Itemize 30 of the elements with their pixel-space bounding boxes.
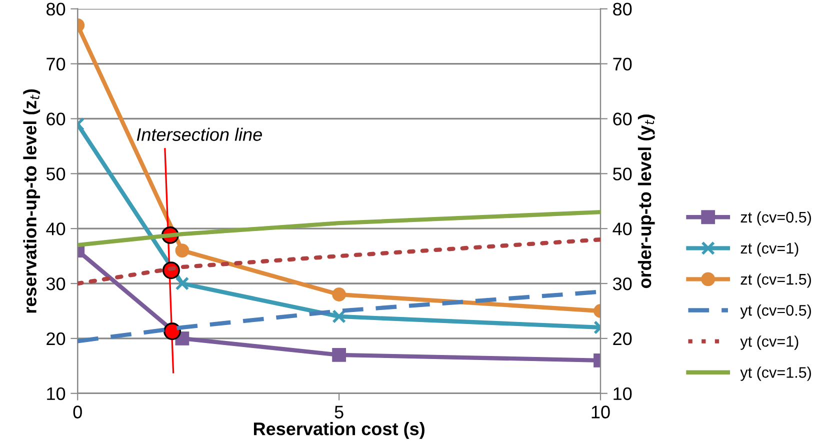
y2-tick-label: 50 xyxy=(613,168,632,180)
y2-tick-label: 30 xyxy=(612,277,632,290)
legend-label: zt (cv=1) xyxy=(740,242,798,257)
y-tick-label: 70 xyxy=(46,58,66,70)
y-tick-label: 20 xyxy=(46,332,66,346)
y-tick-label: 80 xyxy=(46,2,66,16)
legend-label: yt (cv=0.5) xyxy=(740,304,811,319)
y2-tick-label: 10 xyxy=(614,387,632,400)
y-tick-label: 30 xyxy=(46,277,66,290)
y2-tick-label: 40 xyxy=(612,222,632,236)
x-tick-label: 10 xyxy=(592,406,610,418)
y-tick-label: 40 xyxy=(46,222,66,236)
legend-label: yt (cv=1) xyxy=(740,336,798,350)
y2-tick-label: 80 xyxy=(613,2,632,16)
annotation: Intersection line xyxy=(136,128,262,141)
legend-label: yt (cv=1.5) xyxy=(740,366,811,381)
point xyxy=(164,322,182,340)
y2-tick-label: 20 xyxy=(613,332,632,346)
y2-tick-label: 70 xyxy=(613,58,632,70)
y2-axis-title: order-up-to level (y$_{t}$) xyxy=(638,114,655,288)
y-tick-label: 10 xyxy=(47,387,66,400)
y-tick-label: 50 xyxy=(46,168,66,180)
x-tick-label: 0 xyxy=(73,406,82,418)
y2-tick-label: 60 xyxy=(613,112,632,126)
x-tick-label: 5 xyxy=(334,406,344,418)
y-axis-title: reservation-up-to level (z$_{t}$) xyxy=(23,89,40,313)
legend-label: zt (cv=0.5) xyxy=(740,211,811,226)
x-axis-title: Reservation cost (s) xyxy=(254,422,424,439)
legend-label: zt (cv=1.5) xyxy=(740,273,811,288)
y-tick-label: 60 xyxy=(46,112,66,126)
